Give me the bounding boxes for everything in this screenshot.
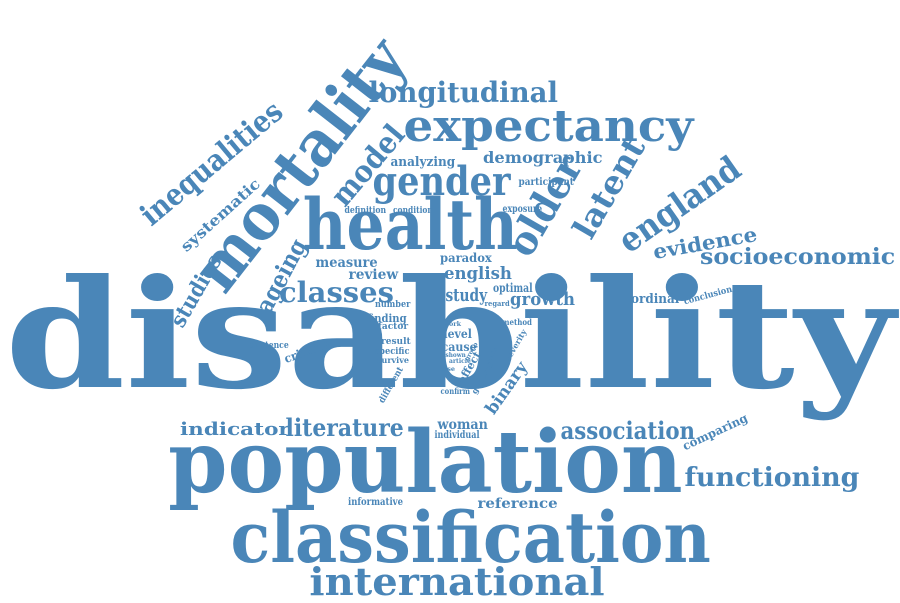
word-indicator: indicator <box>180 419 290 440</box>
word-result: result <box>381 336 411 347</box>
word-method: method <box>502 317 532 327</box>
word-lose: lose <box>439 366 455 373</box>
word-english: english <box>444 263 512 284</box>
word-informative: informative <box>347 497 403 508</box>
word-definition: definition <box>343 205 386 216</box>
word-optimal: optimal <box>492 281 533 295</box>
word-review: review <box>348 267 398 283</box>
word-cause: cause <box>441 340 477 354</box>
word-number: number <box>374 299 410 310</box>
word-classes: classes <box>278 276 394 309</box>
word-regard: regard <box>484 298 510 308</box>
word-reference: reference <box>476 496 558 512</box>
word-population: population <box>167 412 683 513</box>
word-level: level <box>443 327 472 341</box>
word-existence: existence <box>248 340 289 351</box>
word-specific: specific <box>374 346 410 357</box>
word-study: study <box>444 285 487 306</box>
word-gender: gender <box>371 158 511 205</box>
word-shown: shown <box>445 352 466 359</box>
word-longitudinal: longitudinal <box>368 76 558 109</box>
word-participant: participant <box>518 177 574 188</box>
word-health: health <box>302 183 518 266</box>
word-finding: finding <box>366 311 407 325</box>
word-international: international <box>309 559 605 603</box>
word-woman: woman <box>437 417 488 433</box>
word-association: association <box>560 416 696 445</box>
word-functioning: functioning <box>684 463 860 493</box>
word-classification: classification <box>230 496 711 579</box>
word-article: article <box>449 358 471 365</box>
word-ordinal: ordinal <box>631 291 680 307</box>
word-individual: individual <box>434 430 480 441</box>
word-socioeconomic: socioeconomic <box>699 244 895 270</box>
word-exposure: exposure <box>501 204 542 215</box>
word-analyzing: analyzing <box>390 154 456 170</box>
word-disability: disability <box>4 247 895 423</box>
word-growth: growth <box>509 289 575 310</box>
word-survive: survive <box>377 355 409 365</box>
word-paradox: paradox <box>439 251 492 265</box>
word-condition: condition <box>392 205 433 216</box>
word-factor: factor <box>378 321 409 332</box>
word-measure: measure <box>315 255 378 271</box>
word-demographic: demographic <box>483 148 603 167</box>
word-literature: literature <box>284 413 404 442</box>
word-expectancy: expectancy <box>403 101 693 152</box>
word-confirm: confirm <box>439 386 470 396</box>
word-work: work <box>443 321 461 328</box>
